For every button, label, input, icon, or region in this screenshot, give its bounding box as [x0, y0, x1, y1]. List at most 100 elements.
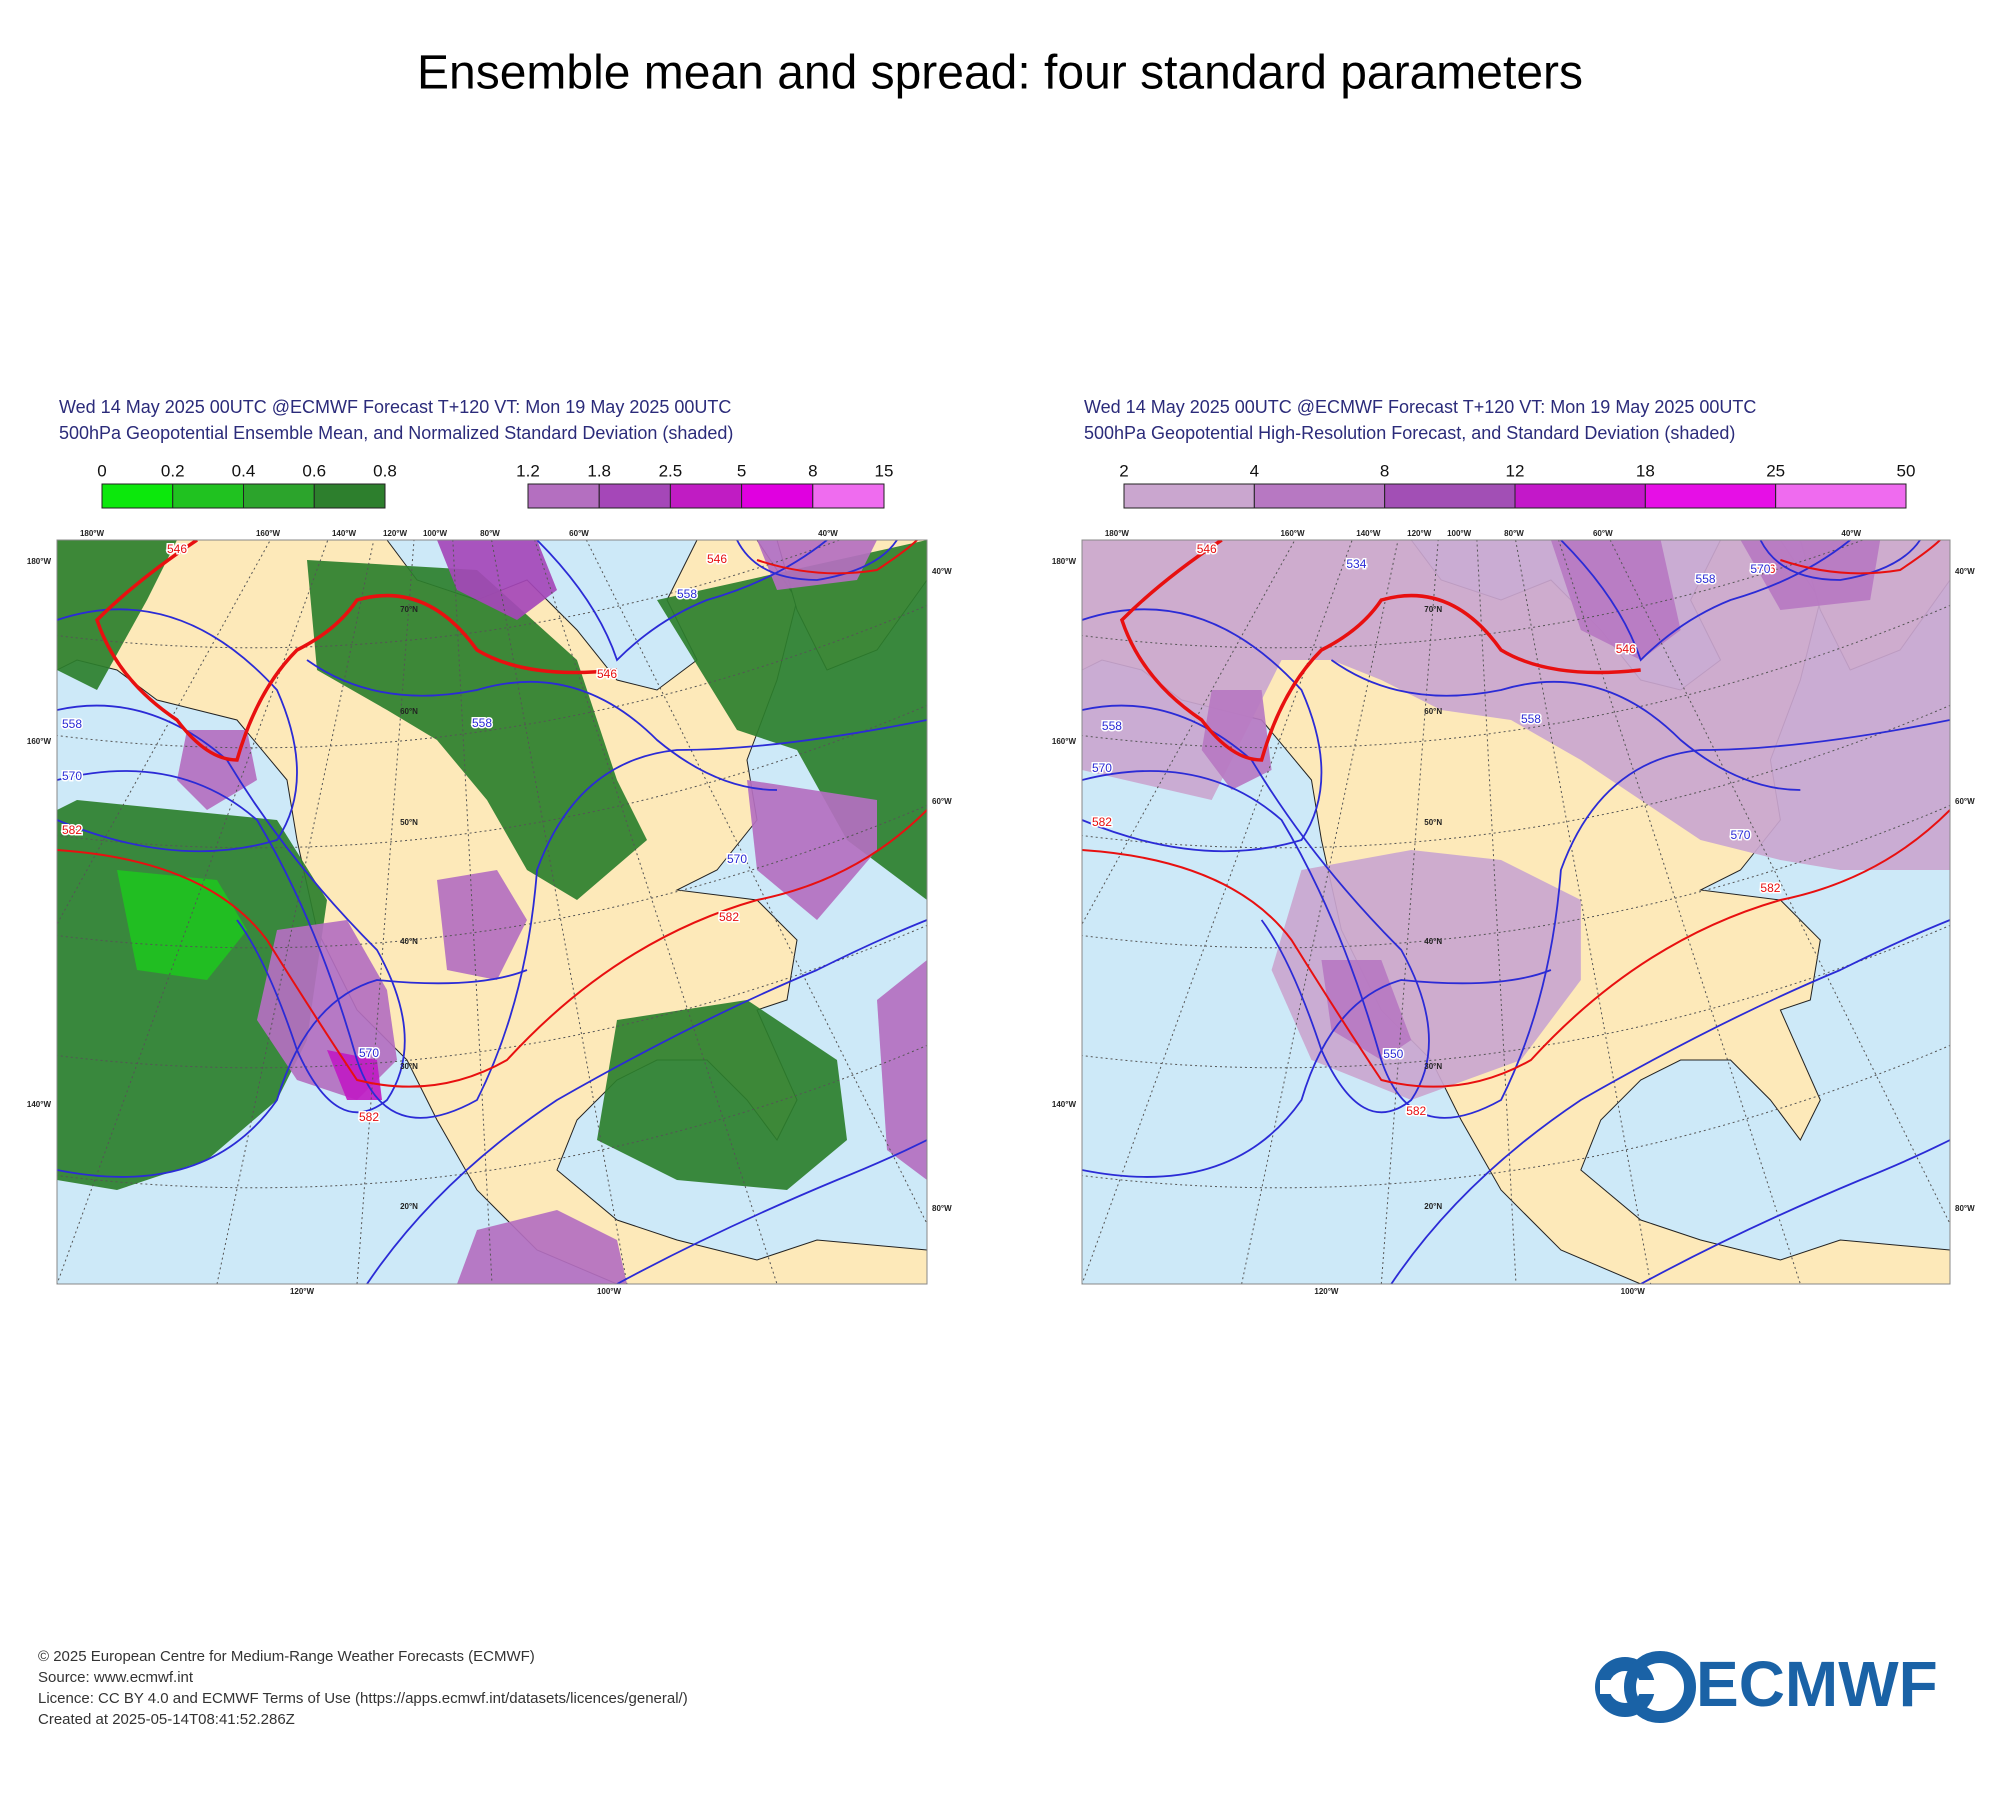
longitude-label: 140°W: [332, 529, 357, 538]
spread-shading: [457, 1210, 627, 1284]
contour-label: 558: [1521, 712, 1541, 726]
contour: [94, 540, 618, 762]
colorbar-label: 0.4: [232, 461, 256, 480]
longitude-label: 120°W: [1314, 1287, 1339, 1296]
longitude-label: 160°W: [1052, 737, 1077, 746]
contour: [1560, 540, 1851, 662]
colorbar-label: 2.5: [659, 461, 683, 480]
latitude-label: 30°N: [1424, 1062, 1442, 1071]
colorbar-swatch: [1384, 483, 1516, 509]
contour: [57, 704, 406, 1114]
contour: [1759, 540, 1921, 581]
map-border: [56, 539, 928, 1285]
ecmwf-logo: ECMWF: [1595, 1648, 1938, 1723]
spread-shading: [307, 560, 647, 900]
latitude-label: 70°N: [1424, 605, 1442, 614]
longitude-label: 160°W: [1280, 529, 1305, 538]
contour: [1082, 608, 1323, 853]
contour: [536, 540, 828, 662]
contour-label: 546: [1755, 562, 1775, 576]
contour-label: 582: [62, 823, 82, 837]
latitude-label: 60°N: [400, 707, 418, 716]
graticule: [57, 540, 329, 1284]
colorbar-label: 15: [875, 461, 894, 480]
latitude-label: 30°N: [400, 1062, 418, 1071]
contour: [306, 659, 778, 791]
spread-shading: [1550, 540, 1681, 660]
colorbar-swatch: [1514, 483, 1646, 509]
colorbar-swatch: [1123, 483, 1255, 509]
contour: [366, 919, 927, 1284]
footer-line: © 2025 European Centre for Medium-Range …: [38, 1648, 535, 1665]
longitude-label: 140°W: [27, 1100, 52, 1109]
contour-label: 546: [597, 667, 617, 681]
contour-label: 570: [1092, 761, 1112, 775]
panel-header: Wed 14 May 2025 00UTC @ECMWF Forecast T+…: [59, 397, 731, 417]
longitude-label: 40°W: [1841, 529, 1861, 538]
contour-label: 582: [359, 1110, 379, 1124]
longitude-label: 180°W: [80, 529, 105, 538]
longitude-label: 40°W: [818, 529, 838, 538]
longitude-label: 120°W: [1407, 529, 1432, 538]
contour: [1390, 919, 1950, 1284]
colorbar-swatch: [1775, 483, 1907, 509]
contour: [57, 809, 927, 1088]
colorbar-swatch: [313, 483, 386, 509]
spread-shading: [437, 540, 557, 620]
panel-header: Wed 14 May 2025 00UTC @ECMWF Forecast T+…: [1084, 397, 1756, 417]
colorbar-label: 0.2: [161, 461, 185, 480]
longitude-label: 120°W: [383, 529, 408, 538]
colorbar-label: 8: [1380, 461, 1389, 480]
contour-label: 546: [707, 552, 727, 566]
contour: [57, 608, 298, 853]
longitude-label: 60°W: [1955, 797, 1975, 806]
contour: [616, 1139, 927, 1284]
footer-line: Created at 2025-05-14T08:41:52.286Z: [38, 1711, 295, 1728]
contour: [1082, 969, 1552, 1178]
logo-text: ECMWF: [1696, 1648, 1938, 1720]
graticule: [452, 540, 493, 1284]
contour-label: 570: [359, 1046, 379, 1060]
contour: [736, 540, 898, 581]
colorbar-swatch: [812, 483, 885, 509]
longitude-label: 100°W: [597, 1287, 622, 1296]
map-panel: Wed 14 May 2025 00UTC @ECMWF Forecast T+…: [27, 397, 952, 1296]
page-title: Ensemble mean and spread: four standard …: [417, 47, 1583, 100]
colorbar-label: 2: [1119, 461, 1128, 480]
colorbar-label: 1.8: [587, 461, 611, 480]
contour-label: 558: [472, 716, 492, 730]
colorbar-label: 4: [1250, 461, 1259, 480]
longitude-label: 160°W: [256, 529, 281, 538]
longitude-label: 140°W: [1052, 1100, 1077, 1109]
spread-shading: [437, 870, 527, 980]
contour: [1780, 540, 1941, 575]
longitude-label: 100°W: [423, 529, 448, 538]
map-panel: Wed 14 May 2025 00UTC @ECMWF Forecast T+…: [1052, 397, 1975, 1296]
map-frame: [57, 540, 927, 1284]
longitude-label: 40°W: [932, 567, 952, 576]
spread-shading: [877, 960, 927, 1180]
contour-label: 582: [1760, 881, 1780, 895]
graticule: [491, 540, 628, 1284]
contour-label: 558: [1102, 719, 1122, 733]
longitude-label: 40°W: [1955, 567, 1975, 576]
latitude-label: 70°N: [400, 605, 418, 614]
colorbar-label: 12: [1506, 461, 1525, 480]
map: 546 546 546 558 558 558 570 570 570 582 582 582 534 5…: [1082, 540, 1950, 1284]
longitude-label: 100°W: [1621, 1287, 1646, 1296]
colorbar-label: 0: [97, 461, 106, 480]
latitude-label: 20°N: [400, 1202, 418, 1211]
contour: [1082, 719, 1950, 1119]
longitude-label: 80°W: [480, 529, 500, 538]
longitude-label: 120°W: [290, 1287, 315, 1296]
colorbar-swatch: [741, 483, 814, 509]
contour-label: 570: [62, 769, 82, 783]
map-frame: [1082, 540, 1950, 1284]
contour-label: 582: [1406, 1104, 1426, 1118]
contour: [57, 969, 528, 1178]
contour-label: 570: [1730, 828, 1750, 842]
longitude-label: 80°W: [932, 1204, 952, 1213]
panel-header: 500hPa Geopotential Ensemble Mean, and N…: [59, 423, 733, 443]
latitude-label: 60°N: [1424, 707, 1442, 716]
